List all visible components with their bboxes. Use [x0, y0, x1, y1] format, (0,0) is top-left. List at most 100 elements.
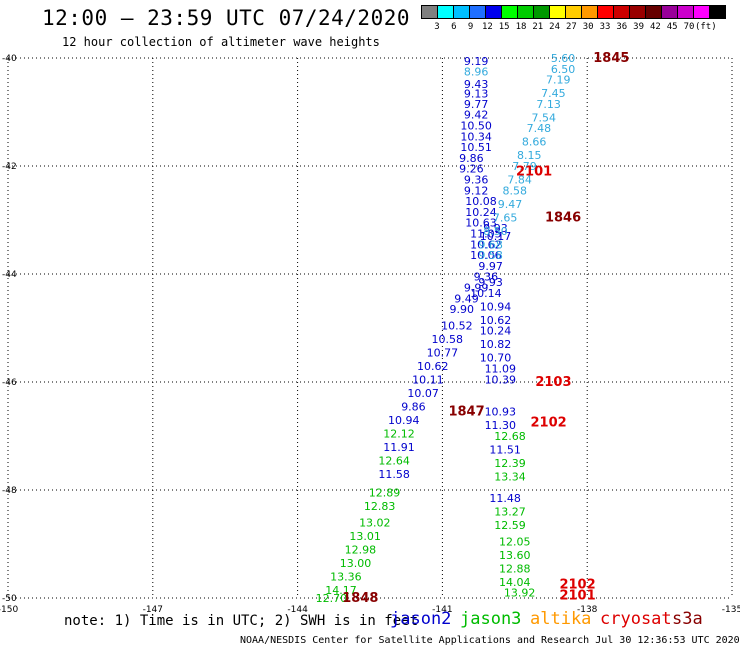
legend-jason3: jason3 — [460, 609, 522, 629]
wave-height-label: 10.77 — [427, 346, 459, 359]
y-tick-label: -42 — [2, 162, 17, 172]
wave-height-label: 10.70 — [480, 352, 512, 365]
color-scale-label: (ft) — [694, 22, 717, 32]
credit-line: NOAA/NESDIS Center for Satellite Applica… — [240, 635, 740, 646]
x-tick-label: -138 — [577, 605, 598, 615]
wave-height-label: 7.45 — [541, 87, 566, 100]
color-scale-label: 18 — [515, 22, 527, 32]
wave-height-label: 9.49 — [454, 292, 479, 305]
wave-height-label: 13.60 — [499, 549, 531, 562]
wave-height-label: 11.48 — [489, 492, 521, 505]
color-scale-label: 39 — [633, 22, 645, 32]
y-tick-label: -44 — [2, 270, 17, 280]
wave-height-label: 9.26 — [459, 163, 484, 176]
color-scale-label: 45 — [666, 22, 678, 32]
color-scale-label: 15 — [498, 22, 510, 32]
wave-height-label: 5.60 — [551, 52, 576, 65]
wave-height-label: 9.12 — [464, 184, 489, 197]
wave-height-label: 12.05 — [499, 535, 531, 548]
color-swatch — [709, 5, 726, 19]
wave-height-label: 12.70 — [316, 592, 348, 605]
pass-time-label: 2103 — [535, 375, 571, 390]
wave-height-label: 9.43 — [464, 78, 489, 91]
legend-s3a: s3a — [672, 609, 703, 629]
wave-height-label: 10.62 — [417, 360, 449, 373]
wave-height-label: 9.93 — [478, 276, 503, 289]
x-tick-label: -135 — [722, 605, 740, 615]
wave-height-label: 9.36 — [464, 174, 489, 187]
color-scale-label: 24 — [549, 22, 561, 32]
wave-height-label: 13.27 — [494, 506, 526, 519]
wave-height-label: 13.92 — [504, 587, 536, 600]
color-scale-label: 6 — [451, 22, 457, 32]
wave-height-label: 7.13 — [536, 98, 561, 111]
pass-time-label: 1845 — [593, 51, 629, 66]
y-tick-label: -48 — [2, 486, 17, 496]
color-scale-label: 36 — [616, 22, 628, 32]
x-tick-label: -150 — [0, 605, 18, 615]
color-scale-label: 12 — [481, 22, 493, 32]
wave-height-label: 10.24 — [480, 325, 512, 338]
wave-height-label: 10.11 — [412, 373, 444, 386]
wave-height-label: 10.62 — [480, 314, 512, 327]
wave-height-label: 6.50 — [551, 63, 576, 76]
wave-height-label: 12.64 — [378, 454, 410, 467]
wave-height-label: 11.51 — [489, 444, 521, 457]
wave-height-label: 10.24 — [465, 206, 497, 219]
wave-height-label: 10.63 — [465, 217, 497, 230]
wave-height-label: 9.86 — [401, 400, 426, 413]
color-scale-label: 70 — [683, 22, 695, 32]
wave-height-label: 10.39 — [485, 373, 517, 386]
wave-height-label: 8.66 — [522, 136, 547, 149]
x-tick-label: -141 — [432, 605, 452, 615]
wave-height-label: 12.88 — [499, 562, 531, 575]
wave-height-label: 9.86 — [459, 152, 484, 165]
wave-height-label: 9.77 — [464, 98, 489, 111]
legend-altika: altika — [530, 609, 592, 629]
wave-height-label: 10.93 — [485, 406, 517, 419]
pass-time-label: 2101 — [516, 164, 552, 179]
wave-height-label: 10.14 — [470, 287, 502, 300]
pass-time-label: 2102 — [530, 416, 566, 431]
wave-height-label: 8.58 — [503, 184, 528, 197]
wave-height-label: 11.09 — [485, 363, 517, 376]
wave-height-label: 13.36 — [330, 570, 362, 583]
wave-height-label: 13.02 — [359, 516, 391, 529]
wave-height-label: 13.01 — [349, 530, 381, 543]
x-tick-label: -144 — [287, 605, 308, 615]
wave-height-label: 9.90 — [449, 303, 474, 316]
pass-time-label: 1848 — [342, 591, 378, 606]
pass-time-label: 2101 — [559, 588, 595, 603]
wave-height-label: 10.07 — [407, 387, 439, 400]
wave-height-label: 7.79 — [512, 160, 537, 173]
wave-height-label: 10.34 — [460, 130, 492, 143]
wave-height-label: 9.36 — [474, 271, 499, 284]
wave-height-label: 10.51 — [460, 141, 492, 154]
legend-cryosat: cryosat — [600, 609, 672, 629]
wave-height-label: 7.54 — [532, 111, 557, 124]
wave-height-label: 14.17 — [325, 584, 357, 597]
wave-height-label: 12.12 — [383, 427, 415, 440]
wave-height-label: 12.89 — [369, 487, 401, 500]
wave-height-label: 9.47 — [498, 198, 523, 211]
wave-height-label: 9.19 — [464, 55, 489, 68]
pass-time-label: 2102 — [559, 578, 595, 593]
wave-height-label: 9.97 — [478, 260, 503, 273]
wave-height-label: 12.98 — [345, 543, 377, 556]
wave-height-label: 11.30 — [485, 419, 517, 432]
wave-height-label: 10.82 — [480, 338, 512, 351]
wave-height-label: 10.62 — [470, 238, 502, 251]
wave-height-label: 8.15 — [517, 149, 542, 162]
wave-height-label: 8.50 — [483, 225, 508, 238]
wave-height-label: 12.59 — [494, 519, 526, 532]
x-tick-label: -147 — [143, 605, 163, 615]
footer-note: note: 1) Time is in UTC; 2) SWH is in fe… — [64, 613, 419, 629]
color-scale-label: 30 — [582, 22, 594, 32]
wave-height-label: 12.83 — [364, 500, 396, 513]
wave-height-label: 10.06 — [470, 249, 502, 262]
wave-height-label: 13.34 — [494, 471, 526, 484]
wave-height-label: 8.96 — [464, 66, 489, 79]
wave-height-label: 10.94 — [388, 414, 420, 427]
wave-height-label: 7.48 — [527, 122, 552, 135]
